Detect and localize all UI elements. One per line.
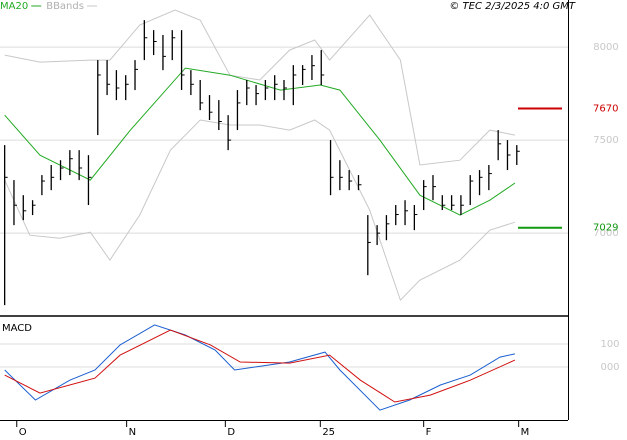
legend-label: BBands xyxy=(46,1,84,12)
panel-title: MACD xyxy=(2,323,32,334)
ma-line xyxy=(4,67,516,216)
legend-label: MA20 xyxy=(0,1,28,12)
x-tick-label: F xyxy=(426,427,432,438)
price-panel xyxy=(0,9,568,306)
x-tick-label: M xyxy=(521,427,530,438)
x-tick-label: D xyxy=(227,427,235,438)
copyright: © TEC 2/3/2025 4:0 GMT xyxy=(449,1,576,12)
x-tick-label: O xyxy=(19,427,27,438)
bband-lower xyxy=(4,119,516,302)
y-tick-label: 7000 xyxy=(593,228,618,239)
level-label: 7670 xyxy=(593,103,618,114)
level-label: 7029 xyxy=(593,223,618,234)
bband-upper xyxy=(4,9,515,166)
x-tick-label: 25 xyxy=(322,427,335,438)
y-tick-label: 000 xyxy=(600,362,619,373)
y-tick-label: 7500 xyxy=(593,135,618,146)
y-tick-label: 100 xyxy=(600,339,619,350)
macd-line xyxy=(4,329,516,403)
macd-line xyxy=(4,324,516,411)
x-tick-label: N xyxy=(129,427,136,438)
y-tick-label: 8000 xyxy=(593,42,618,53)
macd-panel xyxy=(0,324,568,411)
